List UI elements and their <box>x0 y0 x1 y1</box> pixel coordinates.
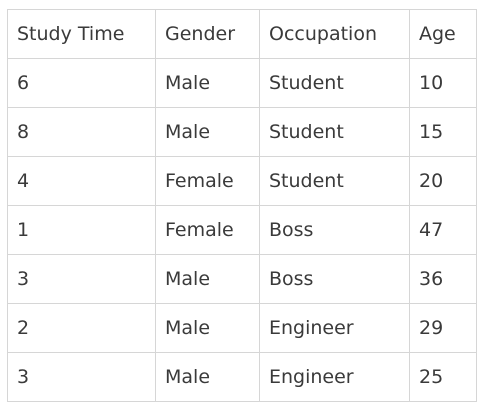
cell-occupation: Student <box>259 58 410 108</box>
header-gender: Gender <box>155 9 260 59</box>
cell-occupation: Student <box>259 156 410 206</box>
table-row: 4 Female Student 20 <box>7 156 477 206</box>
cell-age: 10 <box>409 58 477 108</box>
data-table-container: Study Time Gender Occupation Age 6 Male … <box>7 9 477 402</box>
cell-age: 25 <box>409 352 477 402</box>
cell-age: 20 <box>409 156 477 206</box>
cell-age: 29 <box>409 303 477 353</box>
cell-study-time: 4 <box>7 156 156 206</box>
cell-gender: Male <box>155 352 260 402</box>
table-row: 3 Male Boss 36 <box>7 254 477 304</box>
table-body: 6 Male Student 10 8 Male Student 15 4 Fe… <box>7 58 477 402</box>
header-study-time: Study Time <box>7 9 156 59</box>
header-occupation: Occupation <box>259 9 410 59</box>
cell-gender: Male <box>155 107 260 157</box>
cell-gender: Male <box>155 254 260 304</box>
data-table: Study Time Gender Occupation Age 6 Male … <box>7 9 477 402</box>
cell-study-time: 3 <box>7 352 156 402</box>
cell-gender: Male <box>155 58 260 108</box>
cell-occupation: Engineer <box>259 352 410 402</box>
cell-study-time: 6 <box>7 58 156 108</box>
cell-study-time: 2 <box>7 303 156 353</box>
header-age: Age <box>409 9 477 59</box>
table-header: Study Time Gender Occupation Age <box>7 9 477 59</box>
cell-study-time: 1 <box>7 205 156 255</box>
cell-study-time: 8 <box>7 107 156 157</box>
table-row: 1 Female Boss 47 <box>7 205 477 255</box>
cell-occupation: Boss <box>259 254 410 304</box>
cell-age: 36 <box>409 254 477 304</box>
table-row: 8 Male Student 15 <box>7 107 477 157</box>
header-row: Study Time Gender Occupation Age <box>7 9 477 59</box>
table-row: 6 Male Student 10 <box>7 58 477 108</box>
cell-age: 47 <box>409 205 477 255</box>
cell-gender: Female <box>155 156 260 206</box>
table-row: 3 Male Engineer 25 <box>7 352 477 402</box>
cell-age: 15 <box>409 107 477 157</box>
cell-occupation: Boss <box>259 205 410 255</box>
cell-gender: Female <box>155 205 260 255</box>
table-row: 2 Male Engineer 29 <box>7 303 477 353</box>
cell-occupation: Student <box>259 107 410 157</box>
cell-study-time: 3 <box>7 254 156 304</box>
cell-gender: Male <box>155 303 260 353</box>
cell-occupation: Engineer <box>259 303 410 353</box>
